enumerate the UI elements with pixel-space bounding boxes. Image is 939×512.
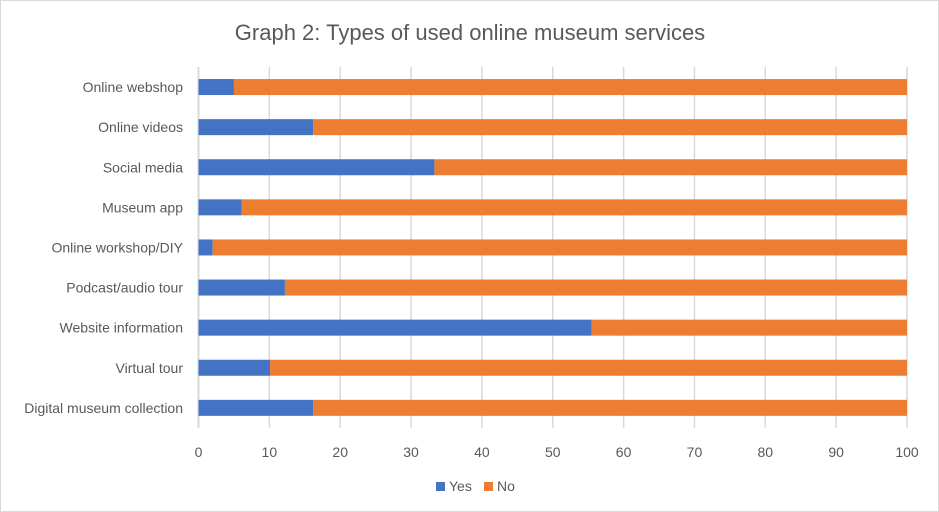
x-tick-label: 90 xyxy=(828,444,844,460)
bar-no xyxy=(241,199,907,216)
category-label: Online videos xyxy=(98,119,183,135)
bar-no xyxy=(313,119,908,136)
bar-yes xyxy=(198,79,234,96)
category-label: Digital museum collection xyxy=(24,400,183,416)
category-label: Social media xyxy=(103,159,183,175)
bar-no xyxy=(212,239,908,256)
x-tick-label: 10 xyxy=(262,444,278,460)
bar-yes xyxy=(198,199,242,216)
x-tick-labels: 0 10 20 30 40 50 60 70 80 90 100 xyxy=(195,444,919,460)
category-label: Website information xyxy=(60,320,183,336)
x-tick-label: 0 xyxy=(195,444,203,460)
bar-yes xyxy=(198,159,435,176)
bar-yes xyxy=(198,399,314,416)
x-tick-label: 100 xyxy=(895,444,919,460)
x-tick-label: 30 xyxy=(403,444,419,460)
bar-yes xyxy=(198,279,285,296)
legend-label: No xyxy=(497,478,515,494)
category-labels: Online webshop Online videos Social media M… xyxy=(24,79,183,416)
category-label: Museum app xyxy=(102,199,183,215)
bar-yes xyxy=(198,359,271,376)
legend-label: Yes xyxy=(449,478,472,494)
x-tick-label: 60 xyxy=(616,444,632,460)
category-label: Virtual tour xyxy=(116,360,184,376)
bar-no xyxy=(284,279,907,296)
x-tick-label: 70 xyxy=(687,444,703,460)
category-label: Podcast/audio tour xyxy=(66,280,183,296)
bar-yes xyxy=(198,119,314,136)
bar-yes xyxy=(198,239,213,256)
legend-swatch-yes xyxy=(436,482,445,491)
bar-no xyxy=(591,319,907,336)
x-tick-label: 50 xyxy=(545,444,561,460)
x-tick-label: 40 xyxy=(474,444,490,460)
bar-yes xyxy=(198,319,592,336)
x-tick-label: 20 xyxy=(332,444,348,460)
category-label: Online webshop xyxy=(83,79,184,95)
x-tick-label: 80 xyxy=(758,444,774,460)
bar-no xyxy=(233,79,908,96)
bars xyxy=(198,79,908,416)
bar-no xyxy=(270,359,908,376)
legend-swatch-no xyxy=(484,482,493,491)
bar-no xyxy=(313,399,908,416)
chart-title: Graph 2: Types of used online museum ser… xyxy=(235,20,705,45)
bar-no xyxy=(434,159,907,176)
legend: Yes No xyxy=(436,478,515,494)
category-label: Online workshop/DIY xyxy=(51,239,183,255)
